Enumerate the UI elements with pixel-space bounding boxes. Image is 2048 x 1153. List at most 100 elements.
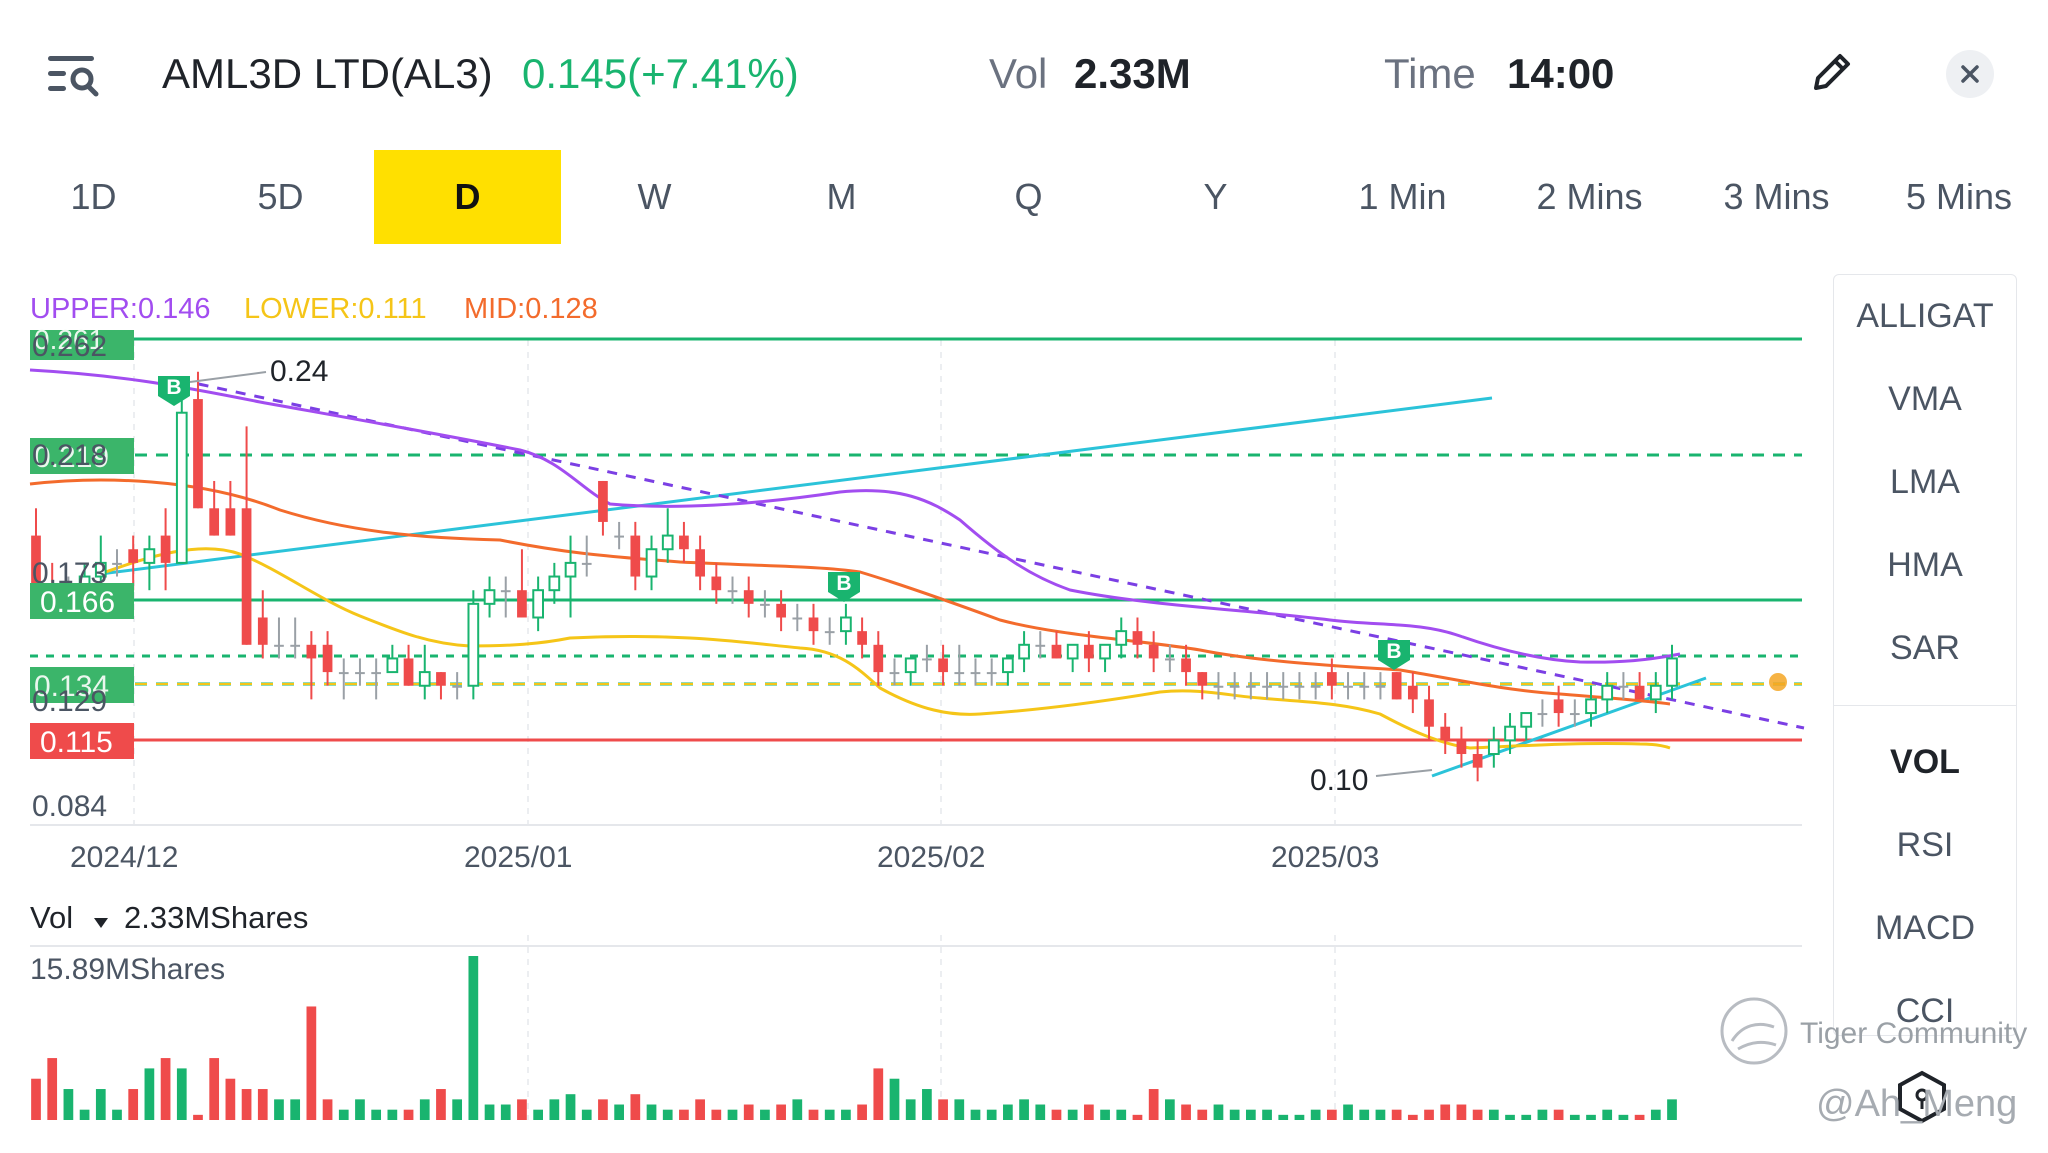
volume-bar[interactable] <box>662 1109 673 1120</box>
candle-body[interactable] <box>1051 644 1062 659</box>
candle-body[interactable] <box>128 549 139 563</box>
candle-body[interactable] <box>418 671 431 687</box>
volume-bar[interactable] <box>970 1109 981 1120</box>
candle-body[interactable] <box>1002 657 1014 674</box>
tab-q[interactable]: Q <box>1014 176 1043 217</box>
volume-bar[interactable] <box>355 1099 365 1120</box>
candle-body[interactable] <box>452 685 463 688</box>
volume-bar[interactable] <box>241 1089 252 1120</box>
volume-bar[interactable] <box>1116 1109 1127 1120</box>
candle-body[interactable] <box>274 644 284 647</box>
volume-bar[interactable] <box>403 1109 414 1120</box>
volume-bar[interactable] <box>1359 1109 1370 1120</box>
candle-body[interactable] <box>1520 712 1533 728</box>
tab-1d[interactable]: 1D <box>70 176 117 217</box>
candle-body[interactable] <box>1084 644 1094 659</box>
tab-y[interactable]: Y <box>1203 176 1228 217</box>
volume-bar[interactable] <box>679 1109 689 1120</box>
candle-body[interactable] <box>1359 685 1370 688</box>
candle-body[interactable] <box>614 535 624 538</box>
candle-body[interactable] <box>743 590 754 604</box>
candle-body[interactable] <box>1066 643 1079 660</box>
indicator-vma[interactable]: VMA <box>1888 380 1962 418</box>
pencil-icon[interactable] <box>1808 48 1856 96</box>
tab-5d[interactable]: 5D <box>257 176 304 217</box>
candle-body[interactable] <box>290 644 301 647</box>
volume-bar[interactable] <box>517 1099 527 1120</box>
indicator-sar[interactable]: SAR <box>1890 629 1960 667</box>
candle-body[interactable] <box>1294 685 1305 688</box>
tab-d[interactable]: D <box>374 150 561 244</box>
price-chart[interactable]: UPPER:0.146 LOWER:0.111 MID:0.128 <box>0 270 1820 1148</box>
volume-bar[interactable] <box>533 1109 543 1120</box>
volume-bar[interactable] <box>338 1109 349 1120</box>
candle-body[interactable] <box>840 616 852 633</box>
volume-bar[interactable] <box>1586 1114 1596 1120</box>
candle-body[interactable] <box>175 411 188 564</box>
volume-bar[interactable] <box>646 1104 657 1120</box>
volume-bar[interactable] <box>225 1078 236 1120</box>
volume-bar[interactable] <box>1132 1114 1143 1120</box>
volume-bar[interactable] <box>1003 1104 1013 1120</box>
volume-bar[interactable] <box>743 1104 754 1120</box>
volume-bar[interactable] <box>371 1109 382 1120</box>
candle-body[interactable] <box>1391 672 1402 700</box>
volume-bar[interactable] <box>614 1104 624 1120</box>
candle-body[interactable] <box>1099 643 1111 660</box>
candle-body[interactable] <box>970 672 981 675</box>
volume-bar[interactable] <box>1067 1109 1078 1120</box>
candle-body[interactable] <box>1181 658 1191 673</box>
candle-body[interactable] <box>241 508 252 645</box>
volume-bar[interactable] <box>1148 1089 1159 1120</box>
tab-5mins[interactable]: 5 Mins <box>1905 176 2013 217</box>
volume-bar[interactable] <box>1262 1109 1272 1120</box>
candle-body[interactable] <box>371 672 382 675</box>
candle-body[interactable] <box>1487 739 1500 756</box>
candle-body[interactable] <box>1035 644 1046 647</box>
volume-bar[interactable] <box>1229 1109 1240 1120</box>
candle-body[interactable] <box>1197 672 1208 686</box>
volume-bar[interactable] <box>112 1109 122 1120</box>
volume-bar[interactable] <box>1326 1109 1337 1120</box>
candle-body[interactable] <box>1343 685 1353 688</box>
indicator-alligator[interactable]: ALLIGAT <box>1856 297 1994 335</box>
candle-body[interactable] <box>1537 713 1548 716</box>
volume-bar[interactable] <box>484 1104 495 1120</box>
candle-body[interactable] <box>889 672 900 675</box>
volume-bar[interactable] <box>1488 1109 1499 1120</box>
volume-bar[interactable] <box>760 1109 770 1120</box>
volume-bar[interactable] <box>1391 1109 1402 1120</box>
volume-bar[interactable] <box>322 1099 333 1120</box>
candle-body[interactable] <box>645 548 658 578</box>
tab-3mins[interactable]: 3 Mins <box>1723 176 1830 217</box>
volume-bar[interactable] <box>290 1099 301 1120</box>
candle-body[interactable] <box>1569 713 1580 716</box>
candle-body[interactable] <box>598 480 608 522</box>
candle-body[interactable] <box>760 603 770 606</box>
candle-body[interactable] <box>904 657 917 674</box>
candle-body[interactable] <box>1666 657 1678 687</box>
candle-body[interactable] <box>31 535 41 591</box>
tab-w[interactable]: W <box>637 176 672 217</box>
volume-bar[interactable] <box>31 1078 41 1120</box>
candle-body[interactable] <box>661 534 674 551</box>
volume-bar[interactable] <box>1634 1114 1645 1120</box>
candle-body[interactable] <box>1278 685 1289 688</box>
candle-body[interactable] <box>986 672 997 675</box>
candle-body[interactable] <box>1424 699 1434 727</box>
candle-body[interactable] <box>500 590 511 593</box>
volume-bar[interactable] <box>1667 1099 1677 1120</box>
candle-body[interactable] <box>338 672 349 675</box>
volume-bar[interactable] <box>711 1109 722 1120</box>
chart-area[interactable]: UPPER:0.146 LOWER:0.111 MID:0.128 <box>0 270 1820 1148</box>
volume-bar[interactable] <box>306 1006 317 1120</box>
volume-bar[interactable] <box>1440 1104 1451 1120</box>
candle-body[interactable] <box>938 658 948 673</box>
volume-bar[interactable] <box>1019 1099 1029 1120</box>
volume-bar[interactable] <box>792 1099 803 1120</box>
buy-marker[interactable]: B <box>828 572 860 602</box>
volume-bar[interactable] <box>1051 1109 1062 1120</box>
volume-bar[interactable] <box>1569 1114 1580 1120</box>
candle-body[interactable] <box>532 589 544 619</box>
buy-marker[interactable]: B <box>158 376 190 406</box>
